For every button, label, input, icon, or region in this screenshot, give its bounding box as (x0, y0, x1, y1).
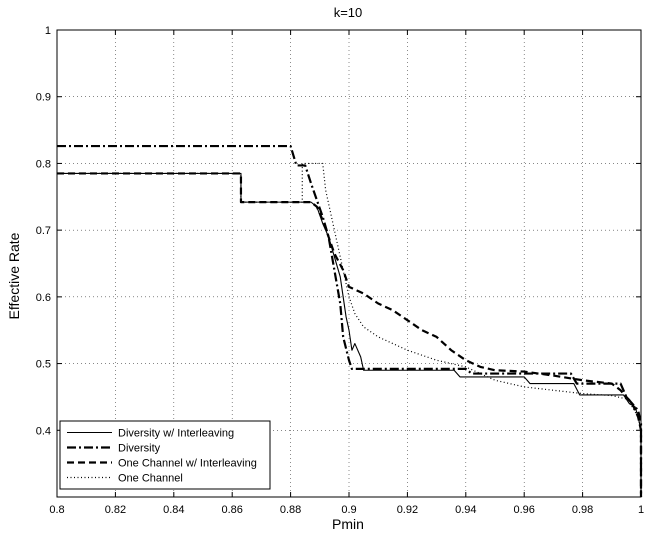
x-tick-label: 0.86 (221, 504, 242, 516)
chart-title: k=10 (334, 5, 363, 20)
legend-label: Diversity (118, 443, 161, 455)
series-line-4 (57, 162, 642, 497)
series-layer (57, 144, 643, 497)
y-tick-label: 0.7 (36, 225, 51, 237)
legend: Diversity w/ Interleaving Diversity One Ch… (59, 420, 271, 490)
y-tick-labels: 0.4 0.5 0.6 0.7 0.8 0.9 1 (36, 25, 51, 437)
y-tick-label: 0.4 (36, 425, 51, 437)
legend-label: One Channel w/ Interleaving (118, 458, 257, 470)
legend-label: Diversity w/ Interleaving (118, 428, 234, 440)
legend-label: One Channel (118, 473, 183, 485)
y-tick-label: 0.8 (36, 158, 51, 170)
x-axis-label: Pmin (332, 516, 364, 532)
x-tick-label: 0.98 (572, 504, 593, 516)
y-tick-label: 0.5 (36, 359, 51, 371)
x-tick-label: 0.84 (163, 504, 184, 516)
x-tick-label: 0.96 (513, 504, 534, 516)
x-tick-label: 0.94 (455, 504, 476, 516)
x-tick-label: 0.88 (280, 504, 301, 516)
x-tick-label: 0.82 (105, 504, 126, 516)
y-axis-label: Effective Rate (6, 232, 22, 319)
y-tick-label: 0.9 (36, 92, 51, 104)
series-line-3 (57, 172, 643, 497)
x-tick-label: 0.9 (341, 504, 356, 516)
x-tick-label: 0.92 (397, 504, 418, 516)
axis-ticks (56, 29, 642, 497)
y-tick-label: 1 (45, 25, 51, 37)
x-tick-label: 1 (638, 504, 644, 516)
x-tick-labels: 0.8 0.82 0.84 0.86 0.88 0.9 0.92 0.94 0.96 0.98 1 (49, 504, 644, 516)
x-tick-label: 0.8 (49, 504, 64, 516)
y-tick-label: 0.6 (36, 292, 51, 304)
